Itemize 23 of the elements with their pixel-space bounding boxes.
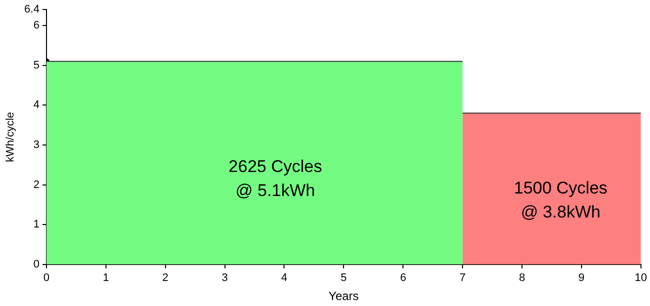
y-tick-label: 6 xyxy=(33,20,40,32)
annotation: 2625 Cycles @ 5.1kWh xyxy=(228,156,322,200)
x-tick-label: 0 xyxy=(43,272,50,284)
annotation: 1500 Cycles @ 3.8kWh xyxy=(514,178,608,222)
x-axis-title: Years xyxy=(328,289,359,304)
y-tick-label: 6.4 xyxy=(24,4,40,16)
y-tick-label: 5 xyxy=(33,59,40,72)
x-tick-label: 4 xyxy=(281,272,288,284)
y-tick-label: 4 xyxy=(33,99,40,112)
x-tick-label: 5 xyxy=(340,272,347,284)
x-tick-label: 10 xyxy=(634,272,648,284)
x-tick-label: 6 xyxy=(400,272,406,284)
x-tick-label: 7 xyxy=(460,272,466,284)
y-tick-label: 3 xyxy=(33,138,40,151)
y-tick-label: 2 xyxy=(33,178,40,191)
x-tick-label: 1 xyxy=(102,272,109,284)
y-tick-label: 0 xyxy=(33,258,40,270)
x-tick-label: 9 xyxy=(578,272,585,284)
x-tick-label: 8 xyxy=(518,272,526,284)
y-axis-title: kWh/cycle xyxy=(4,112,17,162)
x-tick-label: 3 xyxy=(222,272,228,284)
x-tick-label: 2 xyxy=(162,272,168,284)
y-tick-label: 1 xyxy=(33,218,40,231)
